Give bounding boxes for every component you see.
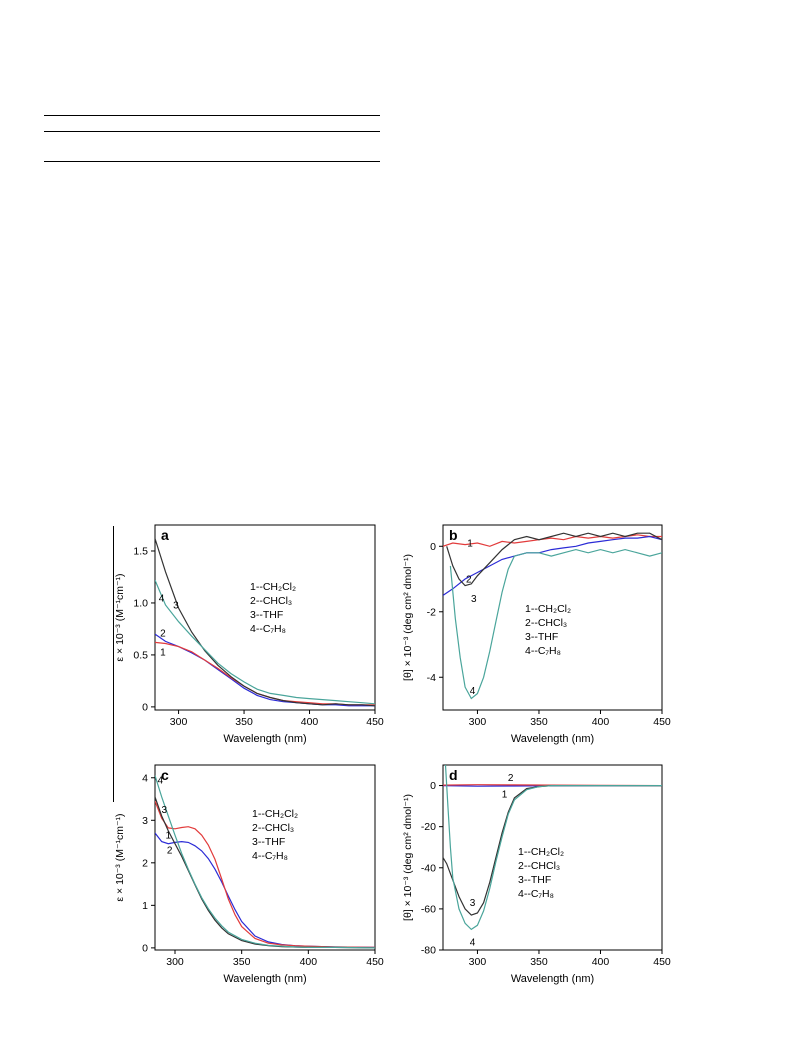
curve-label: 2	[508, 773, 514, 784]
y-tick-label: 1.5	[133, 545, 148, 557]
series-line-3	[155, 538, 375, 707]
x-tick-label: 450	[653, 716, 671, 728]
legend-entry: 1--CH₂Cl₂	[525, 603, 571, 615]
legend-entry: 1--CH₂Cl₂	[518, 846, 564, 858]
curve-label: 4	[470, 937, 476, 948]
plot-frame	[154, 524, 376, 711]
panel-label: d	[449, 767, 458, 783]
y-tick-label: 1	[142, 900, 148, 912]
series-line-1	[155, 633, 375, 707]
plot-frame	[154, 764, 376, 951]
x-tick-label: 300	[469, 956, 487, 968]
y-tick-label: 0	[430, 541, 436, 553]
panel-a: a 300 350 400 450 0 0.5 1.0 1.5 Wavelength (nm) ε …	[114, 524, 384, 745]
series-line-4	[155, 775, 375, 949]
x-tick-label: 450	[366, 716, 384, 728]
x-tick-label: 450	[653, 956, 671, 968]
y-axis-label: [θ] × 10⁻³ (deg cm² dmol⁻¹)	[402, 554, 414, 681]
curve-label: 2	[466, 575, 472, 586]
y-tick-label: -40	[421, 862, 436, 874]
panel-c: c 300 350 400 450 0 1 2 3 4 Wavelength (nm) ε × 10⁻…	[114, 764, 384, 985]
table-top-rule	[44, 115, 380, 116]
curve-label: 1	[160, 647, 166, 658]
series-line-4	[155, 579, 375, 705]
panel-b: b 300 350 400 450 0 -2 -4 Wavelength (nm) [θ] × 1…	[402, 524, 671, 745]
figure-edge-line	[113, 526, 114, 802]
legend-entry: 2--CHCl₃	[525, 617, 567, 629]
panel-label: a	[161, 527, 169, 543]
series-line-2	[443, 535, 662, 596]
table-bottom-rule	[44, 161, 380, 162]
legend-entry: 1--CH₂Cl₂	[250, 581, 296, 593]
legend-entry: 3--THF	[252, 836, 285, 848]
curve-label: 3	[162, 805, 168, 816]
y-tick-label: 4	[142, 772, 148, 784]
curve-label: 4	[159, 593, 165, 604]
x-tick-label: 450	[366, 956, 384, 968]
y-tick-label: -60	[421, 903, 436, 915]
curve-label: 2	[167, 846, 173, 857]
curve-label: 3	[470, 898, 476, 909]
y-tick-label: -20	[421, 821, 436, 833]
x-tick-label: 400	[592, 716, 610, 728]
legend-entry: 2--CHCl₃	[252, 822, 294, 834]
panel-d: d 300 350 400 450 0 -20 -40 -60 -80 Wavelength (nm…	[402, 764, 671, 985]
y-tick-label: 0.5	[133, 649, 148, 661]
curve-label: 3	[173, 601, 179, 612]
x-tick-label: 350	[530, 956, 548, 968]
series-line-4	[444, 765, 662, 931]
x-tick-label: 300	[166, 956, 184, 968]
x-tick-label: 350	[235, 716, 253, 728]
curve-label: 4	[158, 775, 164, 786]
series-line-3	[446, 532, 662, 587]
x-tick-label: 300	[469, 716, 487, 728]
legend-entry: 3--THF	[518, 874, 551, 886]
x-tick-label: 400	[592, 956, 610, 968]
x-axis-label: Wavelength (nm)	[511, 973, 594, 985]
x-tick-label: 350	[530, 716, 548, 728]
x-tick-label: 400	[301, 716, 319, 728]
x-tick-label: 350	[233, 956, 251, 968]
plot-frame	[442, 524, 663, 711]
curve-label: 1	[166, 831, 172, 842]
series-line-2	[155, 800, 375, 948]
y-tick-label: -2	[427, 606, 436, 618]
legend-entry: 4--C₇H₈	[252, 850, 288, 862]
y-tick-label: 0	[142, 701, 148, 713]
y-tick-label: -80	[421, 945, 436, 957]
curve-label: 2	[160, 629, 166, 640]
y-axis-label: [θ] × 10⁻³ (deg cm² dmol⁻¹)	[402, 794, 414, 921]
y-tick-label: -4	[427, 672, 436, 684]
legend-entry: 3--THF	[525, 631, 558, 643]
legend-entry: 1--CH₂Cl₂	[252, 808, 298, 820]
legend-entry: 4--C₇H₈	[250, 623, 286, 635]
legend-entry: 3--THF	[250, 609, 283, 621]
curve-label: 1	[502, 789, 508, 800]
table-header-rule	[44, 131, 380, 132]
x-axis-label: Wavelength (nm)	[223, 973, 306, 985]
legend-entry: 4--C₇H₈	[525, 645, 561, 657]
legend-entry: 2--CHCl₃	[518, 860, 560, 872]
series-line-4	[449, 548, 662, 700]
curve-label: 4	[470, 686, 476, 697]
legend-entry: 4--C₇H₈	[518, 888, 554, 900]
x-tick-label: 300	[170, 716, 188, 728]
curve-label: 3	[471, 594, 477, 605]
y-tick-label: 2	[142, 857, 148, 869]
x-axis-label: Wavelength (nm)	[511, 733, 594, 745]
y-tick-label: 3	[142, 815, 148, 827]
curve-label: 1	[467, 539, 473, 550]
y-tick-label: 0	[142, 942, 148, 954]
y-axis-label: ε × 10⁻³ (M⁻¹cm⁻¹)	[114, 573, 126, 661]
panel-label: c	[161, 767, 169, 783]
y-tick-label: 0	[430, 780, 436, 792]
x-axis-label: Wavelength (nm)	[223, 733, 306, 745]
x-tick-label: 400	[300, 956, 318, 968]
legend-entry: 2--CHCl₃	[250, 595, 292, 607]
y-tick-label: 1.0	[133, 597, 148, 609]
panel-label: b	[449, 527, 458, 543]
y-axis-label: ε × 10⁻³ (M⁻¹cm⁻¹)	[114, 813, 126, 901]
